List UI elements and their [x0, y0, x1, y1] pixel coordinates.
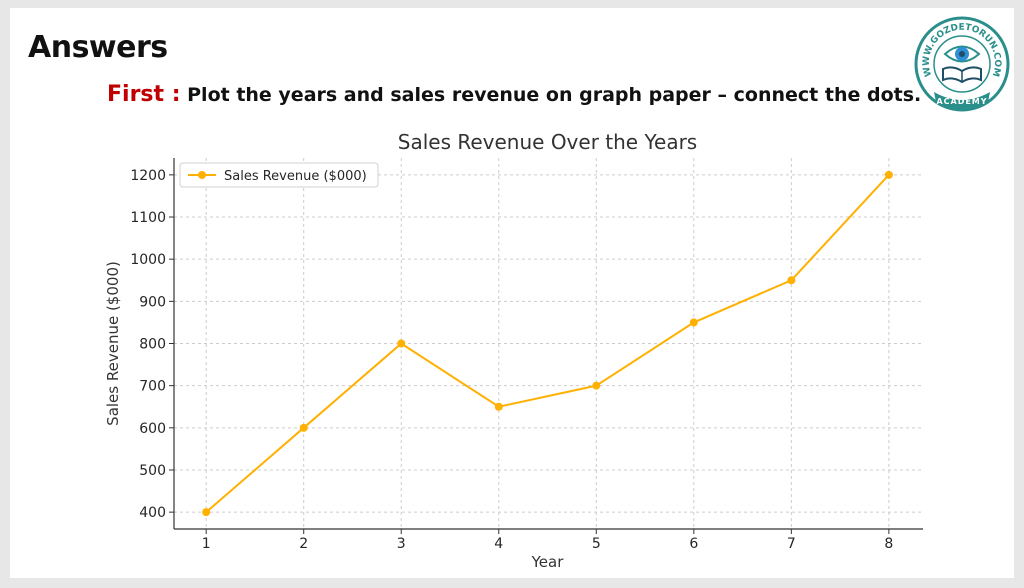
legend-box: [179, 162, 379, 188]
data-point: [202, 508, 211, 517]
series-line: [205, 174, 890, 513]
y-tick-label: 400: [139, 505, 166, 521]
legend-label: Sales Revenue ($000): [224, 169, 367, 184]
x-tick-label: 7: [787, 536, 796, 552]
x-tick-label: 4: [494, 536, 503, 552]
x-tick-label: 8: [884, 536, 893, 552]
legend-marker: [198, 171, 206, 179]
data-point: [494, 402, 503, 411]
y-tick-label: 900: [139, 294, 166, 310]
y-tick-label: 500: [139, 463, 166, 479]
slide-title: Answers: [28, 30, 168, 65]
x-tick-label: 5: [592, 536, 601, 552]
y-tick-label: 800: [139, 337, 166, 353]
logo-ring-outer: [914, 16, 1010, 112]
logo-inner-ring: [933, 35, 991, 93]
data-point: [787, 276, 796, 285]
y-tick-label: 1100: [130, 210, 166, 226]
eye-icon: [943, 45, 981, 63]
data-point: [689, 318, 698, 327]
x-tick-label: 1: [202, 536, 211, 552]
y-tick-label: 700: [139, 379, 166, 395]
data-point: [299, 423, 308, 432]
academy-banner: ACADEMY: [934, 92, 990, 109]
data-point: [592, 381, 601, 390]
y-axis-title: Sales Revenue ($000): [104, 261, 122, 426]
logo-ring: [914, 16, 1010, 112]
slide: Answers First : Plot the years and sales…: [10, 8, 1014, 578]
chart-title: Sales Revenue Over the Years: [398, 130, 697, 154]
data-point: [884, 170, 893, 179]
book-icon: [942, 66, 982, 84]
y-tick-label: 1200: [130, 168, 166, 184]
y-tick-label: 1000: [130, 252, 166, 268]
instruction-lead: First :: [107, 82, 181, 107]
instruction-text: Plot the years and sales revenue on grap…: [187, 84, 922, 106]
x-tick-label: 2: [299, 536, 308, 552]
x-tick-label: 6: [689, 536, 698, 552]
academy-logo: WWW.GOZDETORUN.COM ACADEMY: [914, 16, 1010, 112]
instruction: First : Plot the years and sales revenue…: [107, 82, 921, 107]
svg-text:ACADEMY: ACADEMY: [936, 97, 987, 106]
x-tick-label: 3: [397, 536, 406, 552]
data-point: [397, 339, 406, 348]
y-tick-label: 600: [139, 421, 166, 437]
x-axis-title: Year: [531, 553, 565, 571]
